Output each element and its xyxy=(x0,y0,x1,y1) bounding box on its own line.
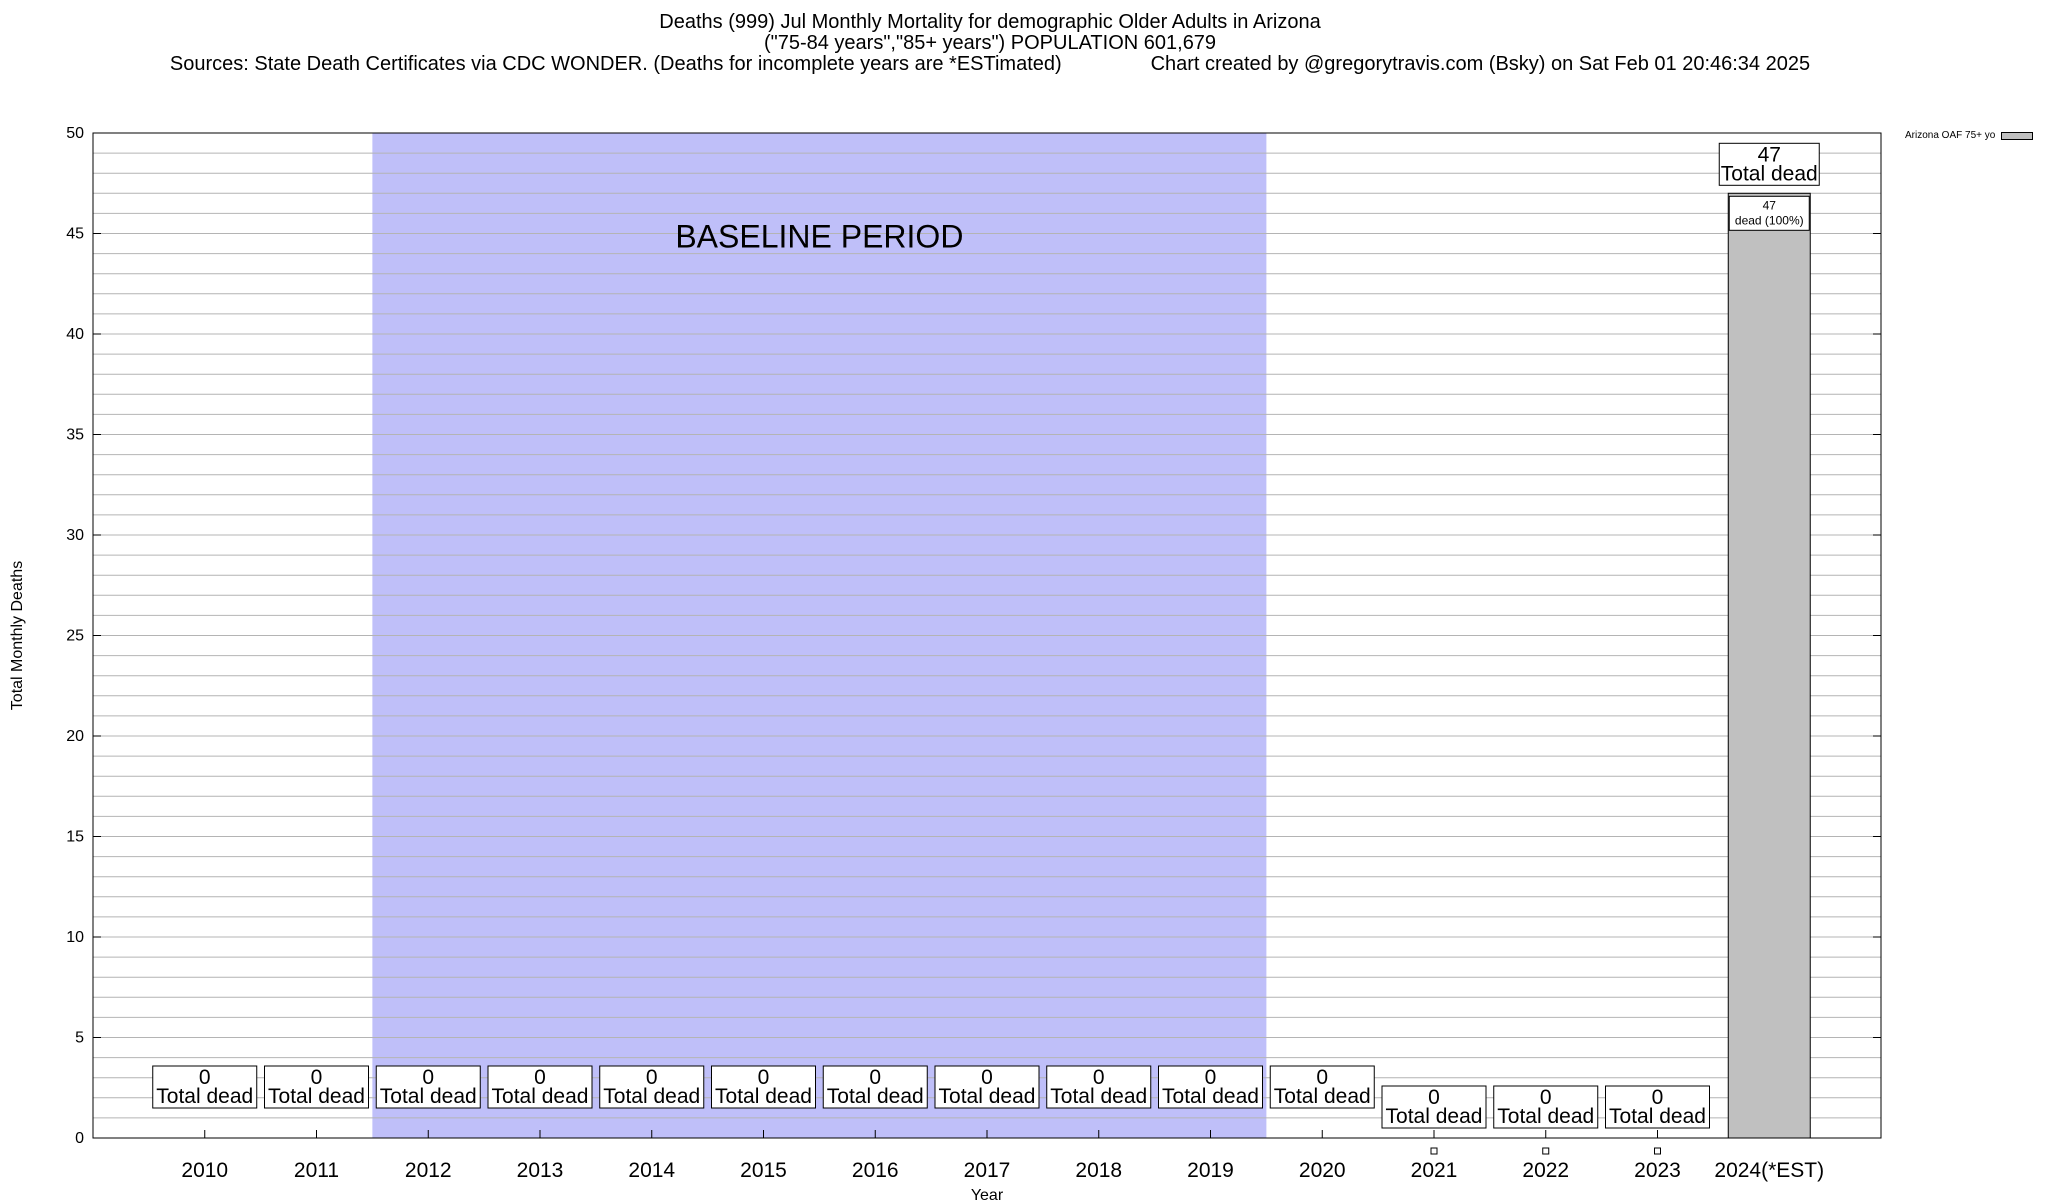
total-label-text: Total dead xyxy=(603,1085,700,1108)
y-tick-label: 20 xyxy=(66,728,84,745)
y-tick-label: 40 xyxy=(66,326,84,343)
x-tick-label: 2016 xyxy=(852,1159,899,1182)
total-label-box xyxy=(1718,142,1820,186)
chart-title-line-3: Sources: State Death Certificates via CD… xyxy=(169,53,1811,75)
total-label-value: 47 xyxy=(1758,143,1781,166)
legend-swatch xyxy=(2001,131,2034,140)
total-label-text: Total dead xyxy=(1386,1105,1483,1128)
zero-marker xyxy=(1542,1147,1550,1155)
total-label-value: 0 xyxy=(1316,1066,1328,1089)
bar xyxy=(1727,192,1811,1139)
total-label-text: Total dead xyxy=(1609,1105,1706,1128)
chart-title-line-2: ("75-84 years","85+ years") POPULATION 6… xyxy=(763,32,1217,54)
x-tick-label: 2024(*EST) xyxy=(1714,1159,1824,1182)
x-tick-label: 2019 xyxy=(1187,1159,1234,1182)
y-tick-label: 45 xyxy=(66,226,84,243)
x-tick-label: 2017 xyxy=(964,1159,1011,1182)
x-tick-label: 2023 xyxy=(1634,1159,1681,1182)
total-label-value: 0 xyxy=(311,1066,323,1089)
zero-marker xyxy=(1654,1147,1661,1155)
total-label-text: Total dead xyxy=(1050,1085,1147,1108)
total-label-value: 0 xyxy=(534,1066,546,1089)
total-label-value: 0 xyxy=(199,1066,211,1089)
bar-inner-label-box xyxy=(1728,195,1810,231)
total-label-box xyxy=(1493,1085,1599,1129)
total-label-box xyxy=(264,1065,369,1109)
total-label-box xyxy=(1605,1085,1710,1129)
total-label-text: Total dead xyxy=(1721,162,1818,185)
total-label-box xyxy=(1269,1065,1375,1109)
total-label-value: 0 xyxy=(1540,1086,1552,1109)
total-label-box xyxy=(1046,1065,1152,1109)
x-tick-label: 2014 xyxy=(628,1159,675,1182)
total-label-box xyxy=(375,1065,481,1109)
total-label-value: 0 xyxy=(981,1066,993,1089)
chart-title-line-1: Deaths (999) Jul Monthly Mortality for d… xyxy=(659,11,1321,33)
x-tick-label: 2020 xyxy=(1299,1159,1346,1182)
legend-label: Arizona OAF 75+ yo xyxy=(1905,130,1996,141)
y-tick-label: 0 xyxy=(75,1130,84,1147)
total-label-box xyxy=(152,1065,258,1109)
total-label-text: Total dead xyxy=(380,1085,477,1108)
bar-inner-label: dead (100%) xyxy=(1735,213,1804,227)
x-tick-label: 2010 xyxy=(181,1159,228,1182)
total-label-value: 0 xyxy=(758,1066,770,1089)
x-tick-label: 2021 xyxy=(1411,1159,1458,1182)
total-label-box xyxy=(1158,1065,1263,1109)
baseline-label: BASELINE PERIOD xyxy=(675,219,963,255)
total-label-box xyxy=(599,1065,705,1109)
x-tick-label: 2018 xyxy=(1075,1159,1122,1182)
total-label-value: 0 xyxy=(1205,1066,1217,1089)
total-label-box xyxy=(711,1065,816,1109)
total-label-text: Total dead xyxy=(492,1085,589,1108)
y-tick-label: 15 xyxy=(66,829,84,846)
total-label-value: 0 xyxy=(869,1066,881,1089)
chart-title-block: Deaths (999) Jul Monthly Mortality for d… xyxy=(0,12,1980,75)
total-label-value: 0 xyxy=(1652,1086,1664,1109)
x-tick-label: 2013 xyxy=(517,1159,564,1182)
x-tick-label: 2012 xyxy=(405,1159,452,1182)
y-tick-label: 5 xyxy=(75,1030,84,1047)
total-label-text: Total dead xyxy=(939,1085,1036,1108)
total-label-text: Total dead xyxy=(1497,1105,1594,1128)
x-axis-label: Year xyxy=(971,1187,1004,1200)
y-tick-label: 50 xyxy=(66,125,84,142)
bar-inner-value: 47 xyxy=(1763,198,1777,212)
total-label-text: Total dead xyxy=(715,1085,812,1108)
total-label-value: 0 xyxy=(1093,1066,1105,1089)
y-tick-label: 35 xyxy=(66,427,84,444)
total-label-box xyxy=(1381,1085,1487,1129)
total-label-text: Total dead xyxy=(268,1085,365,1108)
y-tick-label: 10 xyxy=(66,929,84,946)
total-label-text: Total dead xyxy=(1274,1085,1371,1108)
y-axis-label: Total Monthly Deaths xyxy=(9,561,26,710)
x-tick-label: 2015 xyxy=(740,1159,787,1182)
total-label-text: Total dead xyxy=(1162,1085,1259,1108)
total-label-box xyxy=(487,1065,593,1109)
total-label-text: Total dead xyxy=(827,1085,924,1108)
zero-marker xyxy=(1430,1147,1438,1155)
x-tick-label: 2022 xyxy=(1522,1159,1569,1182)
y-tick-label: 30 xyxy=(66,527,84,544)
total-label-value: 0 xyxy=(1428,1086,1440,1109)
total-label-value: 0 xyxy=(646,1066,658,1089)
total-label-box xyxy=(934,1065,1040,1109)
x-tick-label: 2011 xyxy=(294,1159,339,1182)
y-tick-label: 25 xyxy=(66,628,84,645)
total-label-box xyxy=(822,1065,928,1109)
total-label-text: Total dead xyxy=(156,1085,253,1108)
chart-legend: Arizona OAF 75+ yo xyxy=(1905,130,2034,141)
total-label-value: 0 xyxy=(422,1066,434,1089)
